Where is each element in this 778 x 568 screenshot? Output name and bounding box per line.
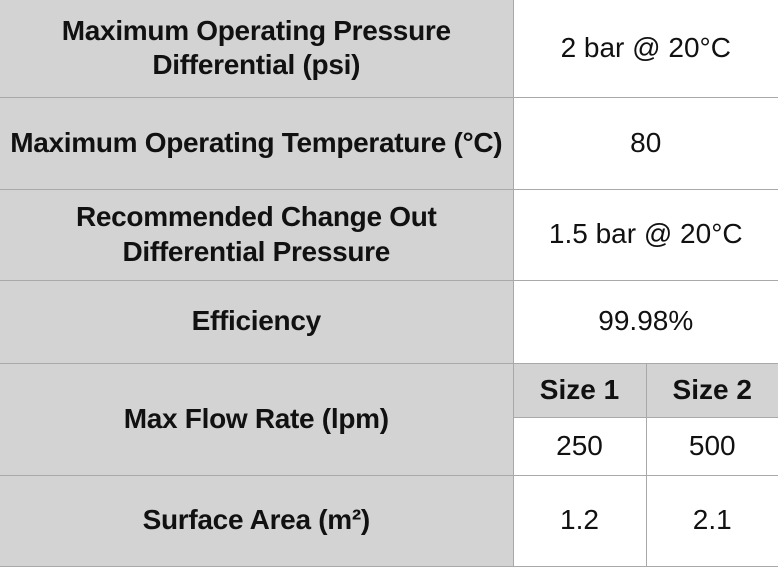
flow-rate-size-1-value: 250 [513, 416, 647, 476]
change-out-pressure-label: Recommended Change Out Differential Pres… [0, 188, 514, 281]
max-flow-rate-label: Max Flow Rate (lpm) [0, 362, 514, 476]
pressure-differential-label: Maximum Operating Pressure Differential … [0, 0, 514, 98]
flow-rate-size-2-value: 500 [645, 416, 778, 476]
surface-area-size-2-value: 2.1 [645, 474, 778, 567]
table-row: 250 500 [0, 416, 778, 476]
table-row: Efficiency 99.98% [0, 279, 778, 364]
table-row: Recommended Change Out Differential Pres… [0, 188, 778, 281]
table-row: Max Flow Rate (lpm) Size 1 Size 2 [0, 362, 778, 476]
efficiency-label: Efficiency [0, 279, 514, 364]
change-out-pressure-value: 1.5 bar @ 20°C [512, 188, 778, 281]
table-row: Surface Area (m²) 1.2 2.1 [0, 474, 778, 567]
pressure-differential-value: 2 bar @ 20°C [512, 0, 778, 98]
size-1-header: Size 1 [512, 362, 647, 418]
operating-temperature-label: Maximum Operating Temperature (°C) [0, 96, 514, 190]
surface-area-size-1-value: 1.2 [512, 474, 647, 567]
efficiency-value: 99.98% [512, 279, 778, 364]
table-row: Maximum Operating Pressure Differential … [0, 0, 778, 98]
size-2-header: Size 2 [645, 362, 778, 418]
surface-area-label: Surface Area (m²) [0, 474, 514, 567]
table-row: Maximum Operating Temperature (°C) 80 [0, 96, 778, 190]
operating-temperature-value: 80 [512, 96, 778, 190]
